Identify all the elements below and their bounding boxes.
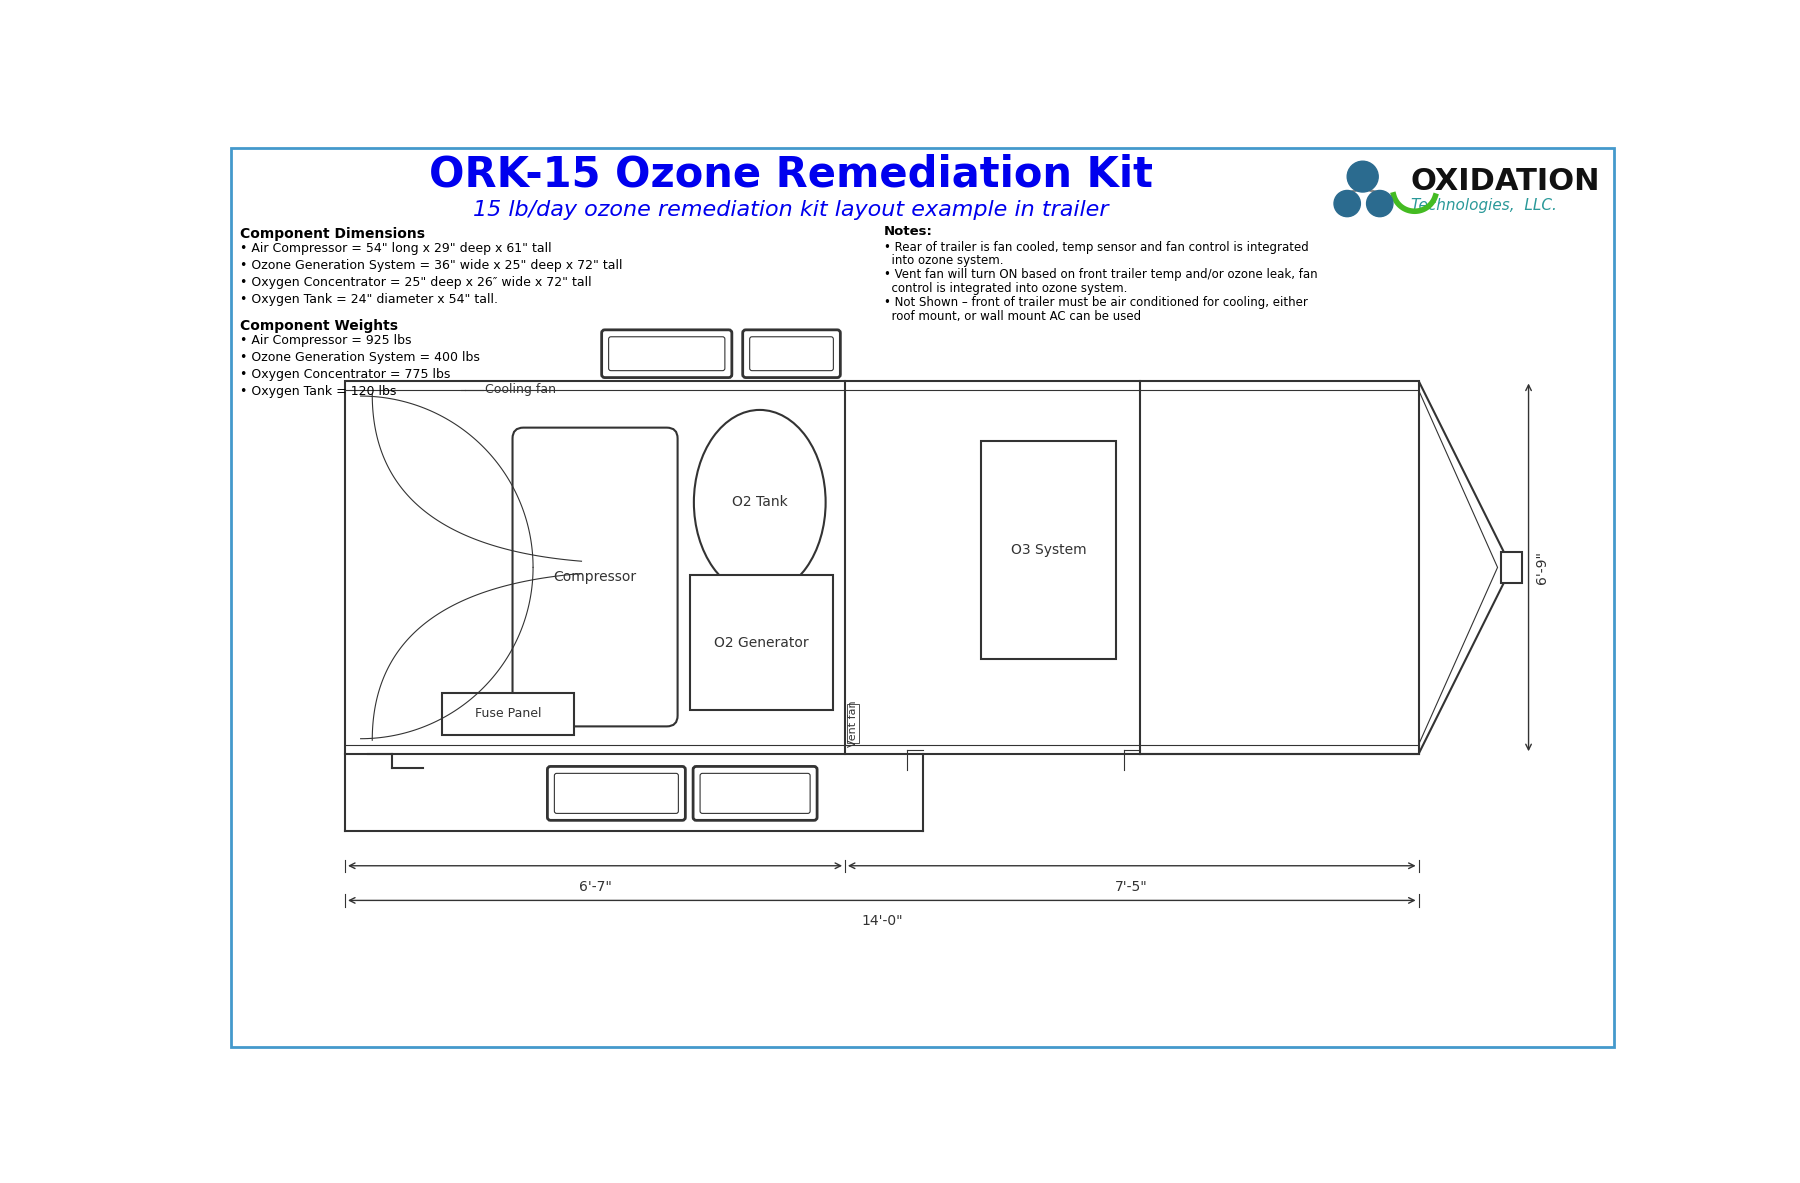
Text: Compressor: Compressor — [554, 570, 637, 584]
Text: • Oxygen Tank = 120 lbs: • Oxygen Tank = 120 lbs — [241, 386, 396, 399]
Text: • Rear of trailer is fan cooled, temp sensor and fan control is integrated: • Rear of trailer is fan cooled, temp se… — [884, 240, 1309, 253]
Text: 6'-7": 6'-7" — [578, 880, 612, 893]
Text: • Air Compressor = 925 lbs: • Air Compressor = 925 lbs — [241, 335, 412, 348]
Text: OXIDATION: OXIDATION — [1411, 168, 1600, 196]
FancyBboxPatch shape — [693, 767, 817, 820]
Text: Fuse Panel: Fuse Panel — [475, 707, 542, 720]
Text: O2 Tank: O2 Tank — [733, 496, 788, 510]
Text: • Ozone Generation System = 36" wide x 25" deep x 72" tall: • Ozone Generation System = 36" wide x 2… — [241, 259, 623, 272]
Circle shape — [1366, 190, 1393, 216]
Text: 15 lb/day ozone remediation kit layout example in trailer: 15 lb/day ozone remediation kit layout e… — [473, 200, 1109, 220]
Text: Notes:: Notes: — [884, 225, 932, 238]
Text: • Ozone Generation System = 400 lbs: • Ozone Generation System = 400 lbs — [241, 351, 481, 364]
Text: Component Dimensions: Component Dimensions — [241, 227, 425, 240]
Text: control is integrated into ozone system.: control is integrated into ozone system. — [884, 282, 1127, 295]
Text: 14'-0": 14'-0" — [860, 914, 902, 929]
Text: roof mount, or wall mount AC can be used: roof mount, or wall mount AC can be used — [884, 310, 1141, 323]
FancyBboxPatch shape — [743, 330, 841, 377]
FancyBboxPatch shape — [700, 774, 810, 814]
Text: • Not Shown – front of trailer must be air conditioned for cooling, either: • Not Shown – front of trailer must be a… — [884, 296, 1307, 309]
FancyBboxPatch shape — [608, 337, 725, 370]
Text: Cooling fan: Cooling fan — [484, 383, 556, 396]
Bar — [443, 692, 574, 735]
Text: O2 Generator: O2 Generator — [715, 635, 808, 649]
Bar — [846, 704, 859, 743]
Text: Technologies,  LLC.: Technologies, LLC. — [1411, 198, 1557, 213]
Text: ORK-15 Ozone Remediation Kit: ORK-15 Ozone Remediation Kit — [428, 154, 1152, 195]
FancyBboxPatch shape — [547, 767, 686, 820]
Text: O3 System: O3 System — [1010, 543, 1085, 557]
Text: • Air Compressor = 54" long x 29" deep x 61" tall: • Air Compressor = 54" long x 29" deep x… — [241, 243, 553, 256]
Bar — [981, 441, 1116, 659]
Text: 7'-5": 7'-5" — [1116, 880, 1148, 893]
Bar — [1501, 552, 1523, 583]
Text: into ozone system.: into ozone system. — [884, 254, 1003, 267]
FancyBboxPatch shape — [554, 774, 679, 814]
Text: Vent fan: Vent fan — [848, 700, 859, 746]
Circle shape — [1346, 161, 1379, 192]
Text: • Oxygen Concentrator = 775 lbs: • Oxygen Concentrator = 775 lbs — [241, 368, 450, 381]
Text: • Oxygen Tank = 24" diameter x 54" tall.: • Oxygen Tank = 24" diameter x 54" tall. — [241, 293, 499, 306]
Text: • Oxygen Concentrator = 25" deep x 26″ wide x 72" tall: • Oxygen Concentrator = 25" deep x 26″ w… — [241, 276, 592, 289]
Circle shape — [1334, 190, 1361, 216]
FancyBboxPatch shape — [513, 427, 677, 726]
FancyBboxPatch shape — [601, 330, 733, 377]
FancyBboxPatch shape — [749, 337, 833, 370]
Text: Component Weights: Component Weights — [241, 319, 398, 334]
Text: 6'-9": 6'-9" — [1535, 551, 1548, 584]
Text: • Vent fan will turn ON based on front trailer temp and/or ozone leak, fan: • Vent fan will turn ON based on front t… — [884, 269, 1318, 282]
Bar — [689, 575, 833, 710]
Bar — [346, 381, 1418, 754]
Ellipse shape — [693, 411, 826, 595]
